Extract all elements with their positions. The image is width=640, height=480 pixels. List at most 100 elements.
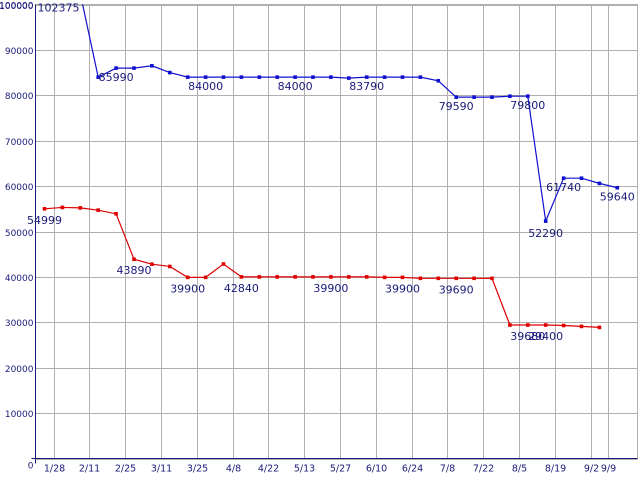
x-tick-label: 2/11	[79, 464, 100, 475]
series-point-lower	[418, 276, 423, 281]
x-tick-label: 8/5	[512, 464, 527, 475]
data-label: 39680	[510, 330, 545, 343]
series-point-upper	[257, 75, 262, 79]
series-point-upper	[311, 75, 315, 79]
series-point-upper	[132, 66, 136, 70]
x-tick-label: 9/2	[584, 464, 599, 475]
y-tick-label: 10000	[5, 410, 34, 420]
series-line-lower	[44, 206, 600, 329]
data-label: 39900	[170, 282, 205, 295]
x-tick-label: 3/25	[187, 464, 208, 475]
series-point-lower	[597, 325, 602, 330]
series-point-lower	[347, 275, 351, 279]
data-label: 54999	[27, 214, 62, 227]
x-tick-label: 7/8	[440, 464, 455, 475]
x-tick-label: 5/27	[330, 464, 351, 475]
series-point-upper	[436, 78, 441, 83]
series-point-upper	[561, 176, 566, 180]
x-tick-label: 9/9	[601, 464, 616, 475]
series-point-upper	[114, 66, 118, 70]
data-label-layer: 102375 85990 84000 84000 83790 79590 79800 5229…	[27, 0, 635, 343]
y-axis-tick-labels: 10000 20000 30000 40000 50000 60000 70000 80000…	[0, 2, 34, 472]
series-point-lower	[293, 275, 297, 279]
series-point-lower	[221, 262, 226, 266]
origin-label: 0	[28, 462, 34, 472]
series-point-lower	[526, 323, 530, 327]
data-label: 39900	[385, 282, 420, 295]
data-label: 42840	[224, 282, 259, 295]
series-point-lower	[168, 264, 172, 269]
data-label: 43890	[117, 264, 152, 277]
series-point-lower	[490, 276, 494, 281]
x-tick-label: 6/10	[366, 464, 387, 475]
series-point-upper	[347, 76, 351, 80]
series-point-upper	[418, 75, 423, 79]
data-label: 84000	[278, 80, 313, 93]
data-label: 85990	[99, 71, 134, 84]
series-point-upper	[526, 94, 530, 99]
series-point-upper	[454, 95, 458, 99]
series-point-upper	[543, 219, 548, 223]
series-point-upper	[382, 75, 387, 79]
y-tick-label: 100000	[0, 2, 34, 12]
x-tick-label: 4/8	[226, 464, 241, 475]
data-label: 84000	[188, 80, 223, 93]
y-tick-label: 90000	[5, 47, 34, 57]
data-label: 83790	[349, 80, 384, 93]
series-point-upper	[275, 75, 279, 79]
data-label: 79800	[510, 99, 545, 112]
series-point-lower	[364, 275, 369, 279]
series-point-lower	[114, 212, 118, 216]
plot-layer	[42, 4, 620, 330]
series-point-upper	[329, 75, 333, 79]
data-label: 28875	[600, 0, 635, 3]
series-point-lower	[185, 275, 190, 280]
x-tick-label: 1/28	[44, 464, 65, 475]
data-label: 79590	[439, 100, 474, 113]
series-point-upper	[615, 185, 620, 190]
series-point-lower	[96, 208, 100, 212]
x-tick-label: 4/22	[258, 464, 279, 475]
series-point-upper	[472, 95, 476, 99]
series-point-lower	[257, 275, 262, 279]
y-tick-label: 60000	[5, 183, 34, 193]
y-tick-label: 70000	[5, 138, 34, 148]
series-point-lower	[203, 275, 208, 280]
series-container	[42, 4, 620, 330]
series-point-upper	[293, 75, 297, 79]
series-point-lower	[382, 275, 387, 280]
x-tick-label: 5/13	[294, 464, 315, 475]
series-point-lower	[508, 323, 512, 327]
x-tick-label: 2/25	[115, 464, 136, 475]
data-label: 52290	[528, 227, 563, 240]
data-label-overflow: 102375	[38, 2, 80, 15]
series-point-lower	[311, 275, 315, 279]
series-point-upper	[221, 75, 226, 79]
data-label: 39690	[439, 283, 474, 296]
data-label: 29400	[528, 330, 563, 343]
series-point-lower	[239, 275, 244, 279]
y-tick-label: 100000	[0, 2, 34, 12]
series-point-upper	[239, 75, 244, 79]
series-point-upper	[96, 75, 100, 79]
series-point-upper	[150, 63, 154, 68]
series-point-lower	[150, 262, 154, 266]
series-point-upper	[597, 181, 602, 186]
series-point-lower	[543, 323, 548, 327]
data-label: 61740	[546, 181, 581, 194]
series-point-lower	[436, 276, 441, 281]
x-tick-label: 6/24	[402, 464, 423, 475]
series-point-lower	[561, 323, 566, 328]
series-point-lower	[454, 276, 458, 281]
y-tick-label: 80000	[5, 92, 34, 102]
y-tick-label: 20000	[5, 365, 34, 375]
data-label: 39900	[313, 282, 348, 295]
data-label: 59640	[600, 191, 635, 204]
grid-layer	[31, 4, 638, 464]
x-tick-label: 7/22	[473, 464, 494, 475]
x-tick-label: 8/19	[545, 464, 566, 475]
series-point-upper	[203, 75, 208, 79]
